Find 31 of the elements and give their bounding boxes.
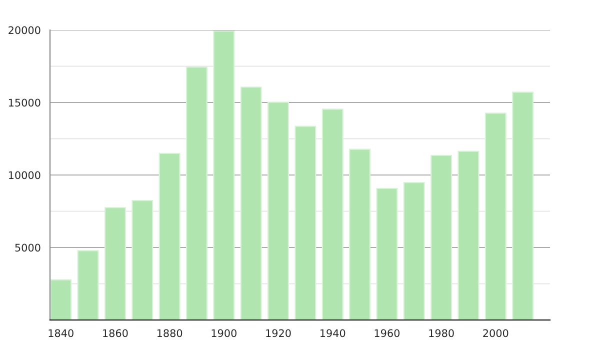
bar — [132, 200, 154, 320]
bar — [158, 152, 180, 320]
bar — [512, 92, 534, 320]
bar — [213, 30, 235, 320]
bar — [376, 188, 398, 320]
y-tick-label: 5000 — [15, 244, 40, 252]
y-tick-label: 10000 — [8, 171, 40, 180]
bar — [240, 86, 262, 320]
bar — [349, 148, 371, 320]
bar — [322, 108, 344, 320]
bar — [77, 250, 99, 320]
bar — [294, 126, 316, 320]
x-tick-label: 1860 — [103, 329, 128, 338]
y-tick-label: 20000 — [8, 26, 40, 34]
bar — [484, 112, 506, 320]
x-tick-label: 1960 — [374, 329, 400, 338]
y-tick-label: 15000 — [8, 98, 40, 107]
bar — [104, 207, 126, 320]
x-tick-label: 1840 — [48, 329, 74, 338]
x-tick-label: 1920 — [266, 329, 291, 338]
bar — [403, 182, 425, 320]
x-tick-label: 1980 — [429, 329, 454, 338]
bar — [186, 66, 208, 320]
bar — [268, 102, 290, 320]
x-tick-label: 1900 — [212, 329, 236, 338]
bar — [50, 279, 72, 320]
x-tick-label: 1940 — [320, 329, 346, 338]
bar — [458, 150, 480, 320]
x-tick-label: 2000 — [483, 329, 508, 338]
x-tick-label: 1880 — [157, 329, 182, 338]
bar — [430, 154, 452, 320]
